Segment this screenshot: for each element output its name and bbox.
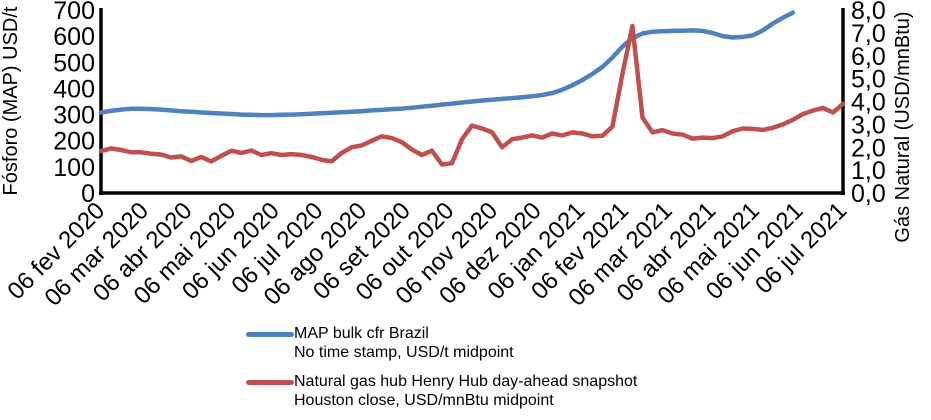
right-y-tick-label: 7,0 — [851, 20, 886, 48]
left-y-tick-label: 100 — [53, 154, 95, 182]
legend-gas-name: Natural gas hub Henry Hub day-ahead snap… — [294, 373, 638, 390]
gas-series-swatch — [246, 380, 294, 385]
right-y-tick-label: 8,0 — [851, 0, 886, 25]
right-y-tick-label: 0,0 — [851, 180, 886, 208]
right-y-tick-label: 6,0 — [851, 43, 886, 71]
left-y-tick-label: 400 — [53, 75, 95, 103]
chart-legend: MAP bulk cfr Brazil No time stamp, USD/t… — [246, 324, 637, 410]
right-y-tick-label: 5,0 — [851, 66, 886, 94]
left-axis-title: Fósforo (MAP) USD/t — [0, 6, 22, 195]
right-y-tick-label: 1,0 — [851, 157, 886, 185]
left-y-tick-label: 500 — [53, 49, 95, 77]
right-axis-title: Gás Natural (USD/mnBtu) — [892, 11, 914, 242]
map-series-swatch — [246, 332, 294, 337]
legend-item-gas: Natural gas hub Henry Hub day-ahead snap… — [246, 372, 637, 410]
left-y-tick-label: 300 — [53, 102, 95, 130]
left-y-tick-label: 600 — [53, 23, 95, 51]
left-y-tick-label: 700 — [53, 0, 95, 25]
right-y-tick-label: 2,0 — [851, 134, 886, 162]
legend-item-map: MAP bulk cfr Brazil No time stamp, USD/t… — [246, 324, 637, 362]
legend-gas-desc: Houston close, USD/mnBtu midpoint — [294, 392, 554, 409]
gas-series-line — [98, 23, 846, 167]
right-y-tick-label: 4,0 — [851, 89, 886, 117]
right-y-tick-label: 3,0 — [851, 111, 886, 139]
left-y-tick-label: 200 — [53, 128, 95, 156]
left-y-tick-label: 0 — [81, 180, 95, 208]
map-series-line — [98, 10, 796, 118]
legend-map-desc: No time stamp, USD/t midpoint — [294, 344, 514, 361]
legend-map-name: MAP bulk cfr Brazil — [294, 325, 429, 342]
